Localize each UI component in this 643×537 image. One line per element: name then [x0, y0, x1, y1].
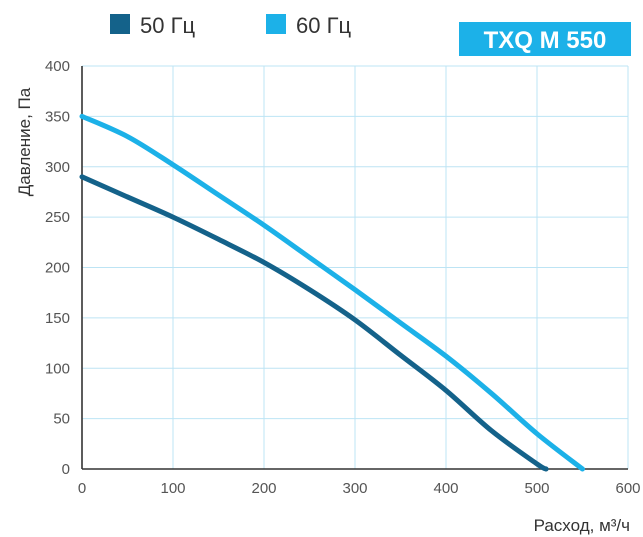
x-tick-label-200: 200 — [251, 480, 276, 497]
y-tick-label-150: 150 — [45, 310, 70, 327]
legend-swatch-60hz — [266, 14, 286, 34]
y-tick-label-100: 100 — [45, 360, 70, 377]
y-tick-label-350: 350 — [45, 108, 70, 125]
y-axis-label: Давление, Па — [15, 87, 34, 196]
y-tick-label-400: 400 — [45, 58, 70, 75]
legend: 50 Гц 60 Гц — [110, 13, 351, 38]
model-badge: TXQ M 550 — [459, 22, 631, 56]
legend-swatch-50hz — [110, 14, 130, 34]
x-tick-label-300: 300 — [342, 480, 367, 497]
grid — [82, 65, 629, 469]
series-line-60hz — [79, 113, 585, 472]
x-tick-labels: 0 100 200 300 400 500 600 — [78, 480, 641, 497]
legend-label-60hz: 60 Гц — [296, 13, 351, 38]
plot-area: 0 100 200 300 400 500 600 0 50 100 150 200 250 300 35… — [45, 58, 641, 497]
model-badge-bg — [459, 22, 631, 56]
y-tick-label-50: 50 — [53, 411, 70, 428]
x-tick-label-500: 500 — [524, 480, 549, 497]
legend-label-50hz: 50 Гц — [140, 13, 195, 38]
x-tick-label-100: 100 — [160, 480, 185, 497]
y-tick-label-250: 250 — [45, 209, 70, 226]
x-tick-label-0: 0 — [78, 480, 86, 497]
y-tick-labels: 0 50 100 150 200 250 300 350 400 — [45, 58, 70, 478]
axes — [81, 66, 628, 470]
series-lines — [79, 113, 585, 472]
x-axis-label: Расход, м³/ч — [534, 516, 630, 535]
y-tick-label-0: 0 — [62, 461, 70, 478]
y-tick-label-300: 300 — [45, 159, 70, 176]
x-tick-label-600: 600 — [615, 480, 640, 497]
y-tick-label-200: 200 — [45, 260, 70, 277]
series-line-50hz — [79, 174, 549, 472]
x-tick-label-400: 400 — [433, 480, 458, 497]
model-badge-text: TXQ M 550 — [484, 27, 607, 54]
